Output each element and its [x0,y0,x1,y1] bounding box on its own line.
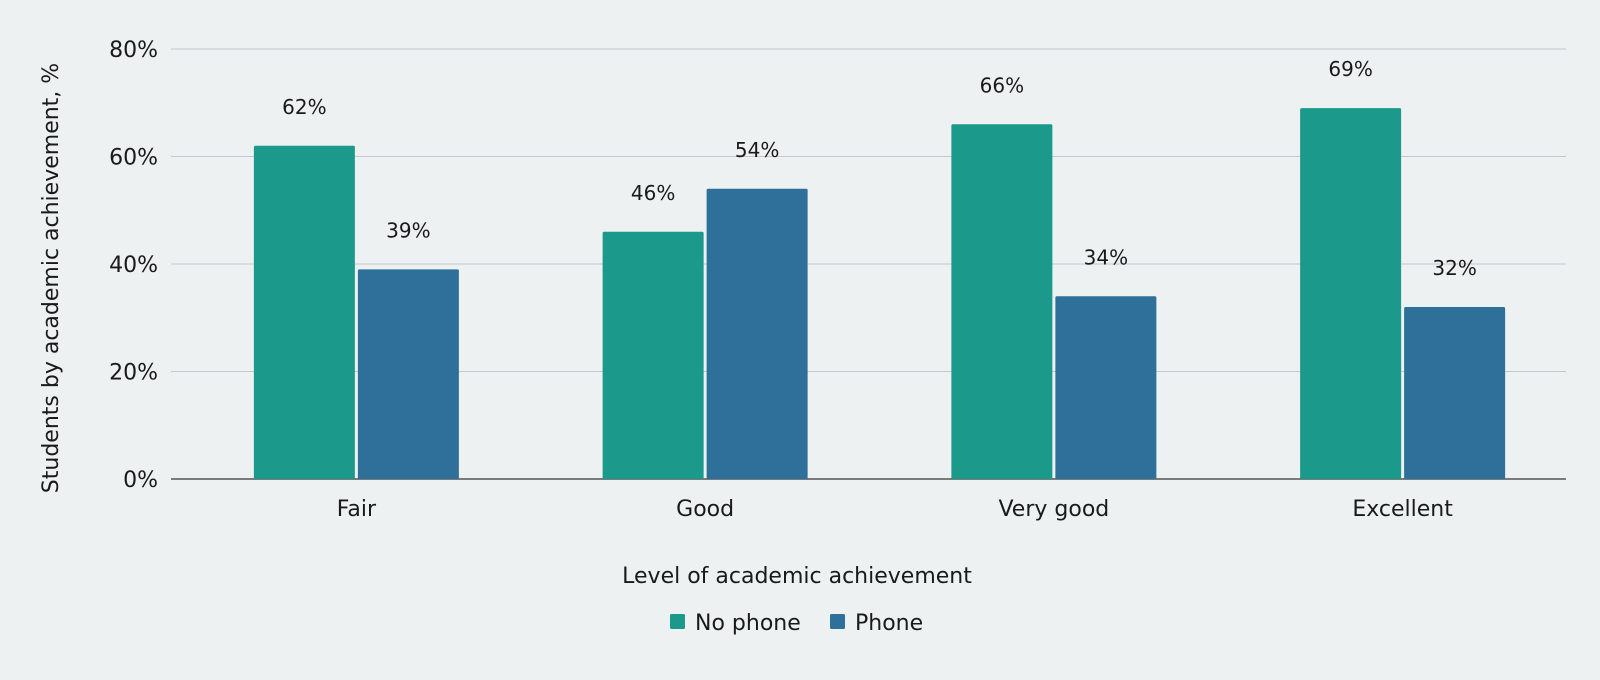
data-label: 46% [631,181,675,205]
x-axis-title: Level of academic achievement [622,564,972,589]
bar-phone-very-good [1055,296,1157,479]
y-tick-label: 80% [109,38,158,63]
bar-no-phone-good [602,231,704,479]
data-label: 34% [1084,245,1128,269]
x-category-label: Fair [337,497,377,522]
y-axis-ticks: 0% 20% 40% 60% 80% [109,38,158,493]
data-label: 62% [282,95,326,119]
data-label: 54% [735,138,779,162]
x-category-label: Good [676,497,734,522]
bar-no-phone-very-good [951,124,1053,479]
data-label: 32% [1432,256,1476,280]
bar-phone-excellent [1404,307,1506,479]
legend-swatch [670,614,685,629]
x-category-label: Very good [998,497,1109,522]
legend-swatch [830,614,845,629]
y-tick-label: 40% [109,253,158,278]
y-tick-label: 60% [109,146,158,171]
bar-phone-fair [357,269,459,479]
data-label: 66% [980,73,1024,97]
x-axis-categories: Fair Good Very good Excellent [337,497,1454,522]
y-tick-label: 20% [109,361,158,386]
y-axis-title: Students by academic achievement, % [39,63,64,493]
legend-label: No phone [695,611,801,636]
bars [253,108,1506,479]
data-labels: 62% 39% 46% 54% 66% 34% 69% 32% [282,57,1477,280]
data-label: 39% [386,218,430,242]
legend: No phone Phone [670,611,923,636]
bar-no-phone-excellent [1300,108,1402,479]
legend-label: Phone [855,611,923,636]
bar-phone-good [706,188,808,479]
x-category-label: Excellent [1352,497,1453,522]
y-tick-label: 0% [123,468,158,493]
bar-no-phone-fair [253,145,355,479]
data-label: 69% [1328,57,1372,81]
